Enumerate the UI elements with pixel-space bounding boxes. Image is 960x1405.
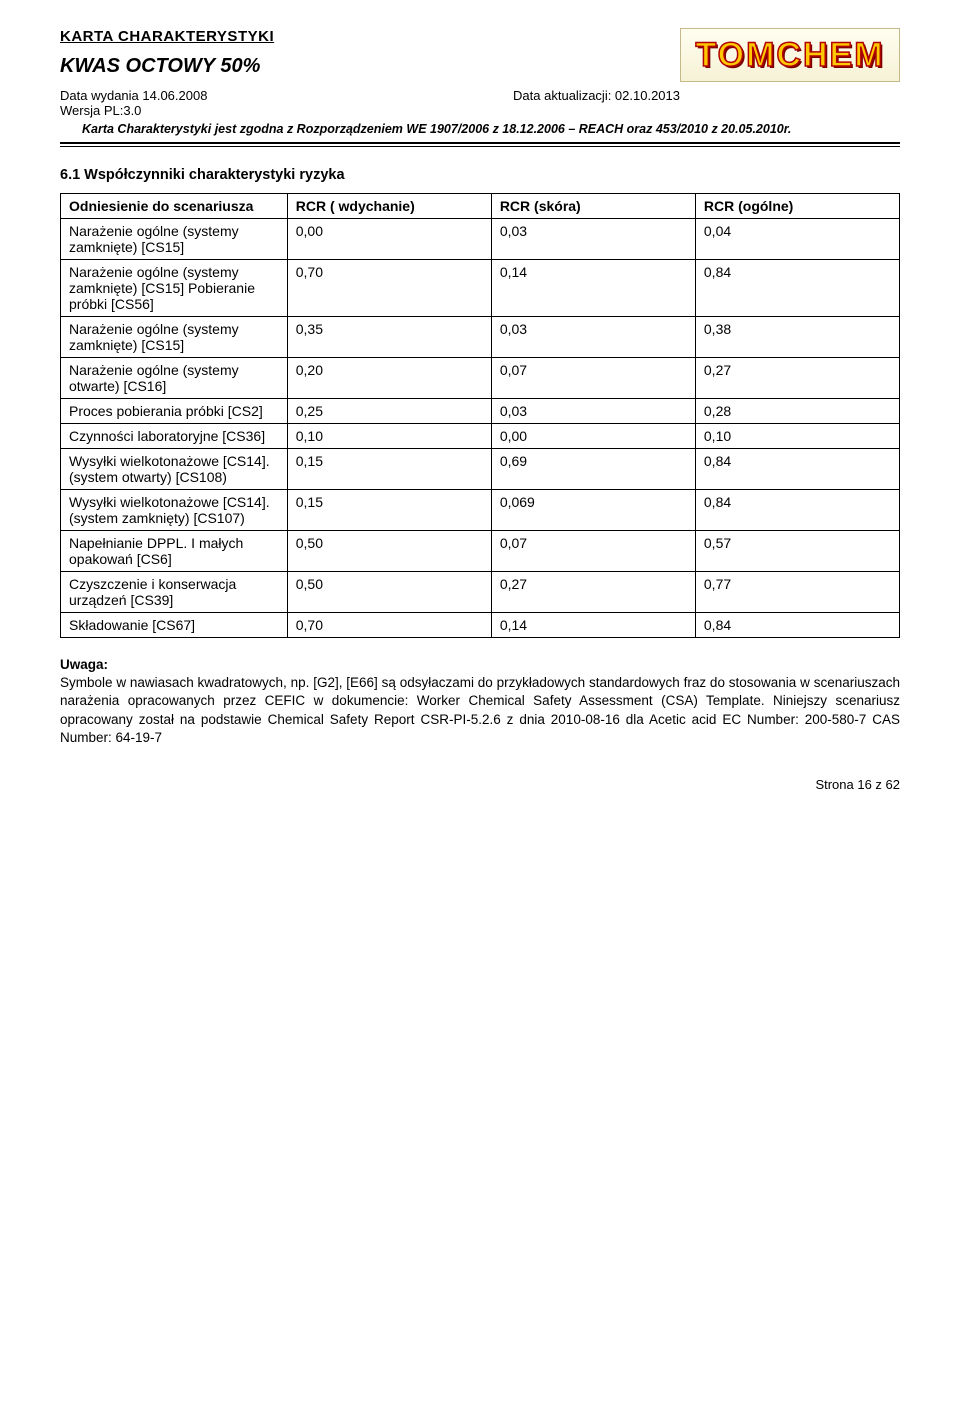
cell-scenario: Czynności laboratoryjne [CS36] bbox=[61, 424, 288, 449]
cell-total: 0,04 bbox=[695, 219, 899, 260]
divider-thick bbox=[60, 142, 900, 144]
cell-total: 0,84 bbox=[695, 260, 899, 317]
cell-skin: 0,03 bbox=[491, 219, 695, 260]
cell-inhale: 0,50 bbox=[287, 572, 491, 613]
cell-skin: 0,07 bbox=[491, 531, 695, 572]
note-block: Uwaga: Symbole w nawiasach kwadratowych,… bbox=[60, 656, 900, 747]
cell-total: 0,28 bbox=[695, 399, 899, 424]
divider-thin bbox=[60, 146, 900, 147]
col-scenario: Odniesienie do scenariusza bbox=[61, 194, 288, 219]
table-row: Narażenie ogólne (systemy zamknięte) [CS… bbox=[61, 219, 900, 260]
cell-skin: 0,00 bbox=[491, 424, 695, 449]
logo-text: TOMCHEM bbox=[695, 36, 884, 75]
cell-inhale: 0,50 bbox=[287, 531, 491, 572]
cell-total: 0,84 bbox=[695, 613, 899, 638]
table-row: Czyszczenie i konserwacja urządzeń [CS39… bbox=[61, 572, 900, 613]
note-body: Symbole w nawiasach kwadratowych, np. [G… bbox=[60, 675, 900, 745]
cell-skin: 0,69 bbox=[491, 449, 695, 490]
cell-scenario: Czyszczenie i konserwacja urządzeń [CS39… bbox=[61, 572, 288, 613]
company-logo: TOMCHEM bbox=[680, 28, 900, 82]
doc-title: KARTA CHARAKTERYSTYKI bbox=[60, 28, 680, 45]
table-row: Proces pobierania próbki [CS2]0,250,030,… bbox=[61, 399, 900, 424]
note-title: Uwaga: bbox=[60, 657, 108, 672]
cell-total: 0,84 bbox=[695, 490, 899, 531]
cell-inhale: 0,20 bbox=[287, 358, 491, 399]
cell-inhale: 0,35 bbox=[287, 317, 491, 358]
cell-skin: 0,03 bbox=[491, 399, 695, 424]
cell-scenario: Składowanie [CS67] bbox=[61, 613, 288, 638]
cell-skin: 0,07 bbox=[491, 358, 695, 399]
cell-total: 0,27 bbox=[695, 358, 899, 399]
section-heading: 6.1 Współczynniki charakterystyki ryzyka bbox=[60, 167, 900, 183]
cell-skin: 0,03 bbox=[491, 317, 695, 358]
cell-skin: 0,069 bbox=[491, 490, 695, 531]
cell-scenario: Narażenie ogólne (systemy zamknięte) [CS… bbox=[61, 260, 288, 317]
cell-skin: 0,14 bbox=[491, 613, 695, 638]
table-row: Narażenie ogólne (systemy otwarte) [CS16… bbox=[61, 358, 900, 399]
cell-total: 0,84 bbox=[695, 449, 899, 490]
table-row: Wysyłki wielkotonażowe [CS14]. (system z… bbox=[61, 490, 900, 531]
cell-total: 0,38 bbox=[695, 317, 899, 358]
compliance-note: Karta Charakterystyki jest zgodna z Rozp… bbox=[60, 118, 900, 140]
cell-scenario: Narażenie ogólne (systemy zamknięte) [CS… bbox=[61, 219, 288, 260]
product-name: KWAS OCTOWY 50% bbox=[60, 55, 680, 78]
table-row: Napełnianie DPPL. I małych opakowań [CS6… bbox=[61, 531, 900, 572]
cell-scenario: Napełnianie DPPL. I małych opakowań [CS6… bbox=[61, 531, 288, 572]
cell-total: 0,10 bbox=[695, 424, 899, 449]
col-total: RCR (ogólne) bbox=[695, 194, 899, 219]
cell-scenario: Wysyłki wielkotonażowe [CS14]. (system o… bbox=[61, 449, 288, 490]
cell-inhale: 0,15 bbox=[287, 490, 491, 531]
table-header-row: Odniesienie do scenariusza RCR ( wdychan… bbox=[61, 194, 900, 219]
cell-inhale: 0,15 bbox=[287, 449, 491, 490]
cell-total: 0,57 bbox=[695, 531, 899, 572]
cell-inhale: 0,70 bbox=[287, 613, 491, 638]
cell-total: 0,77 bbox=[695, 572, 899, 613]
cell-scenario: Narażenie ogólne (systemy zamknięte) [CS… bbox=[61, 317, 288, 358]
cell-inhale: 0,25 bbox=[287, 399, 491, 424]
table-row: Narażenie ogólne (systemy zamknięte) [CS… bbox=[61, 317, 900, 358]
page-footer: Strona 16 z 62 bbox=[60, 777, 900, 792]
table-row: Narażenie ogólne (systemy zamknięte) [CS… bbox=[61, 260, 900, 317]
version: Wersja PL:3.0 bbox=[60, 103, 680, 118]
update-date: Data aktualizacji: 02.10.2013 bbox=[513, 88, 680, 103]
cell-scenario: Proces pobierania próbki [CS2] bbox=[61, 399, 288, 424]
table-row: Wysyłki wielkotonażowe [CS14]. (system o… bbox=[61, 449, 900, 490]
table-row: Składowanie [CS67]0,700,140,84 bbox=[61, 613, 900, 638]
issue-date: Data wydania 14.06.2008 bbox=[60, 88, 207, 103]
cell-inhale: 0,10 bbox=[287, 424, 491, 449]
cell-inhale: 0,70 bbox=[287, 260, 491, 317]
table-row: Czynności laboratoryjne [CS36]0,100,000,… bbox=[61, 424, 900, 449]
risk-table: Odniesienie do scenariusza RCR ( wdychan… bbox=[60, 193, 900, 638]
header: KARTA CHARAKTERYSTYKI KWAS OCTOWY 50% Da… bbox=[60, 28, 900, 118]
cell-skin: 0,27 bbox=[491, 572, 695, 613]
cell-skin: 0,14 bbox=[491, 260, 695, 317]
cell-scenario: Wysyłki wielkotonażowe [CS14]. (system z… bbox=[61, 490, 288, 531]
col-skin: RCR (skóra) bbox=[491, 194, 695, 219]
col-inhale: RCR ( wdychanie) bbox=[287, 194, 491, 219]
cell-inhale: 0,00 bbox=[287, 219, 491, 260]
cell-scenario: Narażenie ogólne (systemy otwarte) [CS16… bbox=[61, 358, 288, 399]
